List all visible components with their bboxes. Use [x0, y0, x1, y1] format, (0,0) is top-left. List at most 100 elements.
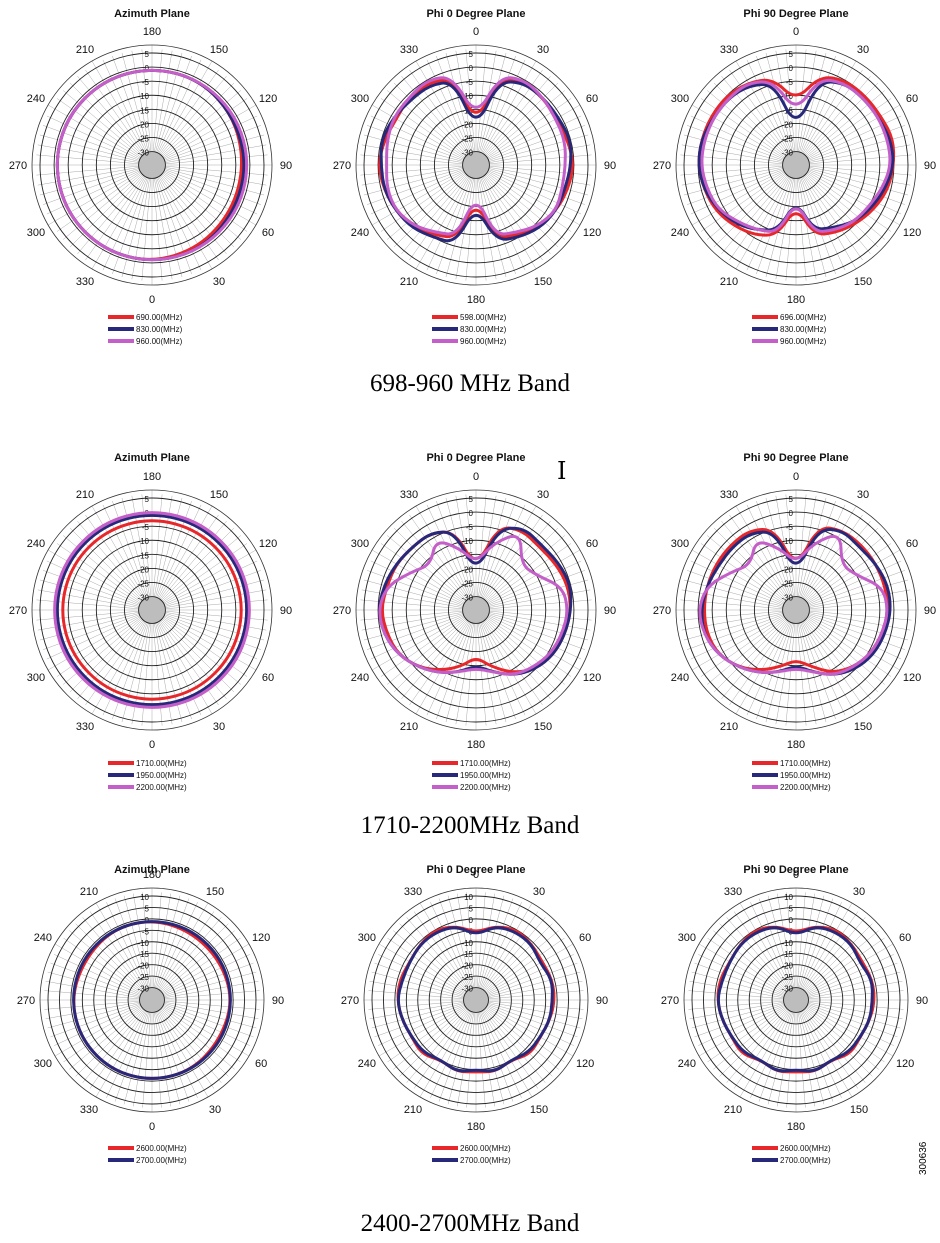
spoke-line [486, 172, 572, 232]
angle-label: 120 [896, 1058, 914, 1070]
spoke-line [800, 898, 834, 989]
radial-tick-label: 0 [469, 509, 474, 518]
outer-rim [31, 44, 273, 286]
spoke-line [164, 614, 262, 650]
spoke-line [484, 923, 553, 992]
spoke-line [476, 623, 487, 726]
spoke-line [806, 98, 892, 158]
spoke-line [465, 494, 476, 597]
legend-label: 2200.00(MHz) [136, 783, 187, 792]
spoke-line [808, 615, 902, 660]
radial-tick-label: -15 [137, 551, 149, 560]
spoke-line [803, 1009, 866, 1083]
spoke-line [802, 176, 857, 270]
series-curve-3 [53, 511, 251, 709]
angle-label: 240 [671, 672, 689, 684]
grid-ring [363, 497, 589, 723]
spoke-line [370, 115, 464, 160]
spoke-line [154, 50, 173, 152]
spoke-line [488, 168, 589, 196]
spoke-line [481, 177, 526, 271]
radial-tick-label: -30 [781, 594, 793, 603]
grid-ring [768, 137, 824, 193]
spoke-line [141, 623, 152, 726]
angle-label: 330 [720, 44, 738, 56]
center-disk [138, 151, 166, 179]
spoke-line [750, 902, 791, 989]
spoke-line [707, 1006, 786, 1063]
spoke-line [386, 618, 466, 685]
spoke-line [681, 144, 783, 163]
spoke-line [399, 1008, 468, 1077]
spoke-line [483, 175, 543, 261]
radial-tick-label: -20 [781, 962, 793, 971]
spoke-line [808, 169, 906, 205]
angle-label: 120 [259, 93, 277, 105]
spoke-line [487, 171, 581, 226]
spoke-line [767, 895, 794, 989]
spoke-line [77, 175, 144, 255]
spoke-line [406, 917, 469, 991]
spoke-line [164, 560, 258, 605]
spoke-line [156, 622, 192, 720]
spoke-line [700, 98, 786, 158]
angle-label: 0 [473, 471, 479, 483]
spoke-line [489, 167, 591, 186]
spoke-line [801, 504, 846, 598]
series-curve-1 [61, 519, 243, 701]
spoke-line [447, 895, 474, 989]
angle-label: 270 [653, 605, 671, 617]
spoke-line [69, 930, 143, 993]
spoke-line [488, 990, 584, 1000]
spoke-line [729, 620, 789, 706]
spoke-line [47, 1002, 141, 1029]
spoke-line [765, 52, 793, 153]
grid-ring [104, 952, 200, 1048]
radial-tick-label: -25 [137, 973, 149, 982]
spoke-line [681, 167, 783, 186]
spoke-line [69, 619, 143, 693]
spoke-line [436, 55, 472, 153]
radial-tick-label: 10 [784, 893, 793, 902]
angle-label: 60 [262, 672, 274, 684]
spoke-line [152, 178, 163, 281]
radial-tick-label: 0 [789, 916, 794, 925]
spoke-line [374, 1004, 465, 1038]
spoke-line [123, 1011, 150, 1105]
spoke-line [797, 893, 816, 988]
spoke-line [694, 1004, 785, 1038]
spoke-line [808, 168, 909, 196]
spoke-line [804, 620, 871, 700]
spoke-line [456, 1012, 475, 1107]
legend-label: 2600.00(MHz) [136, 1144, 187, 1153]
spoke-line [102, 177, 147, 271]
spoke-line [132, 893, 151, 988]
radial-tick-label: 10 [140, 893, 149, 902]
spoke-line [158, 911, 215, 990]
spoke-line [806, 618, 886, 685]
spoke-line [156, 898, 190, 989]
radial-tick-label: -20 [781, 565, 793, 574]
spoke-line [121, 497, 149, 598]
spoke-line [807, 1004, 898, 1038]
spoke-line [62, 535, 142, 602]
chart-title: Phi 0 Degree Plane [426, 864, 525, 876]
spoke-line [691, 971, 785, 998]
angle-label: 60 [262, 227, 274, 239]
spoke-line [393, 82, 467, 156]
spoke-line [45, 980, 140, 999]
spoke-line [152, 892, 162, 988]
angle-label: 330 [404, 886, 422, 898]
spoke-line [47, 616, 141, 671]
radial-tick-label: -20 [461, 565, 473, 574]
radial-tick-label: -5 [466, 523, 474, 532]
spoke-line [683, 579, 784, 607]
radial-tick-label: -10 [781, 939, 793, 948]
spoke-line [683, 613, 784, 641]
spoke-line [479, 52, 507, 153]
legend-label: 960.00(MHz) [780, 337, 827, 346]
radial-tick-label: -25 [137, 579, 149, 588]
spoke-line [85, 514, 145, 600]
angle-label: 240 [351, 227, 369, 239]
outer-rim [675, 489, 917, 731]
